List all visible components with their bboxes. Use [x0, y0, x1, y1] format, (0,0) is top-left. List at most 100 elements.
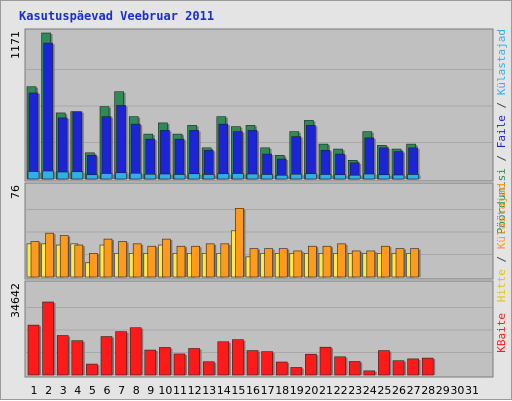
y-max-label-bottom: 34642 [9, 283, 22, 318]
bar-bottom-s0-day-14 [217, 341, 230, 376]
x-tick-day-11: 11 [173, 384, 187, 397]
bar-top-s1-day-10 [160, 130, 170, 180]
y-max-label-middle: 76 [9, 185, 22, 199]
bar-top-s2-day-11 [173, 174, 186, 180]
bar-top-s2-day-4 [71, 171, 84, 180]
x-tick-day-21: 21 [319, 384, 333, 397]
bar-bottom-s0-day-3 [56, 335, 69, 376]
bar-middle-s1-day-3 [59, 235, 69, 278]
bar-middle-s1-day-16 [249, 248, 259, 278]
bar-middle-s1-day-14 [220, 243, 230, 278]
x-tick-day-27: 27 [407, 384, 421, 397]
x-tick-day-1: 1 [31, 384, 38, 397]
bar-top-s2-day-13 [202, 174, 215, 180]
x-tick-day-28: 28 [421, 384, 435, 397]
bar-middle-s1-day-11 [176, 245, 186, 278]
bar-top-s2-day-18 [275, 174, 288, 180]
bar-middle-s1-day-10 [162, 238, 171, 278]
bar-top-s2-day-7 [115, 172, 127, 180]
bar-top-s2-day-20 [305, 173, 317, 180]
bar-top-s2-day-2 [42, 170, 54, 180]
bar-middle-s1-day-25 [381, 245, 390, 278]
bar-top-s1-day-20 [306, 125, 316, 180]
bar-bottom-s0-day-11 [173, 353, 186, 376]
bar-middle-s1-day-23 [351, 250, 361, 278]
x-tick-day-23: 23 [348, 384, 362, 397]
x-tick-day-20: 20 [304, 384, 318, 397]
bar-bottom-s0-day-21 [319, 346, 332, 376]
bar-bottom-s0-day-28 [421, 357, 434, 376]
x-tick-day-5: 5 [89, 384, 96, 397]
bar-middle-s1-day-24 [366, 250, 376, 278]
chart-title: Kasutuspäevad Veebruar 2011 [19, 9, 214, 23]
x-tick-day-4: 4 [74, 384, 81, 397]
bar-middle-s1-day-17 [264, 248, 273, 278]
x-tick-day-31: 31 [465, 384, 479, 397]
bar-middle-s1-day-7 [118, 241, 127, 278]
bar-bottom-s0-day-15 [232, 339, 244, 376]
bar-top-s2-day-27 [407, 174, 419, 180]
bar-top-s1-day-11 [174, 138, 185, 180]
x-tick-day-7: 7 [118, 384, 125, 397]
bar-top-s2-day-15 [232, 173, 244, 180]
bar-bottom-s0-day-27 [407, 358, 419, 376]
bar-top-s2-day-26 [392, 174, 405, 180]
bar-bottom-s0-day-13 [202, 361, 215, 376]
bar-top-s1-day-25 [379, 147, 389, 180]
bar-middle-s1-day-22 [337, 243, 346, 278]
bar-bottom-s0-day-1 [27, 324, 40, 376]
bar-top-s2-day-19 [290, 173, 303, 180]
bar-bottom-s0-day-8 [129, 327, 142, 376]
bar-middle-s1-day-18 [278, 248, 288, 278]
bar-middle-s1-day-4 [74, 244, 84, 278]
bar-top-s1-day-19 [291, 136, 302, 180]
bar-top-s2-day-1 [27, 171, 40, 180]
panel-bottom: 34642 [9, 280, 494, 378]
bar-bottom-s0-day-19 [290, 367, 303, 376]
bar-bottom-s0-day-22 [334, 356, 346, 376]
bar-middle-s1-day-12 [191, 245, 200, 278]
x-tick-day-12: 12 [188, 384, 202, 397]
bar-middle-s1-day-13 [205, 243, 215, 278]
bar-bottom-s0-day-20 [305, 353, 317, 376]
bar-top-s2-day-9 [144, 173, 157, 180]
x-tick-day-26: 26 [392, 384, 406, 397]
bar-top-s2-day-25 [378, 174, 390, 180]
x-tick-day-2: 2 [45, 384, 52, 397]
bar-bottom-s0-day-9 [144, 349, 157, 376]
bar-top-s2-day-16 [246, 173, 259, 180]
x-tick-day-24: 24 [363, 384, 377, 397]
bar-top-s2-day-5 [86, 174, 98, 180]
chart-panels: 1171 76 34642 [9, 28, 494, 378]
bar-bottom-s0-day-25 [378, 350, 390, 376]
x-tick-day-8: 8 [133, 384, 140, 397]
bar-top-s1-day-14 [218, 123, 229, 180]
bar-top-s1-day-1 [28, 92, 39, 180]
x-axis-labels: 1 2 3 4 5 6 7 8 9 10 11 12 13 14 15 16 17 18 19 20 21 22 23 24 2… [31, 384, 480, 397]
side-label-middle: Hitte / Külastajad [495, 183, 508, 302]
x-tick-day-14: 14 [217, 384, 231, 397]
bar-top-s2-day-8 [129, 172, 142, 180]
x-tick-day-17: 17 [261, 384, 275, 397]
bar-top-s2-day-22 [334, 174, 346, 180]
x-tick-day-15: 15 [231, 384, 245, 397]
bar-top-s2-day-21 [319, 174, 332, 180]
bar-middle-s1-day-26 [395, 248, 405, 278]
bar-middle-s1-day-9 [147, 245, 157, 278]
x-tick-day-19: 19 [290, 384, 304, 397]
bar-bottom-s0-day-26 [392, 360, 405, 376]
bar-top-s2-day-14 [217, 173, 230, 180]
bar-top-s2-day-3 [56, 171, 69, 180]
x-tick-day-18: 18 [275, 384, 289, 397]
panel-middle: 76 [9, 182, 494, 280]
x-tick-day-30: 30 [450, 384, 464, 397]
bar-top-s1-day-15 [233, 131, 243, 180]
bar-middle-s1-day-27 [410, 248, 419, 278]
bar-top-s1-day-6 [101, 116, 112, 180]
bar-bottom-s0-day-24 [363, 370, 376, 376]
bar-top-s1-day-24 [364, 137, 375, 180]
bar-bottom-s0-day-10 [159, 347, 171, 376]
x-tick-day-16: 16 [246, 384, 260, 397]
